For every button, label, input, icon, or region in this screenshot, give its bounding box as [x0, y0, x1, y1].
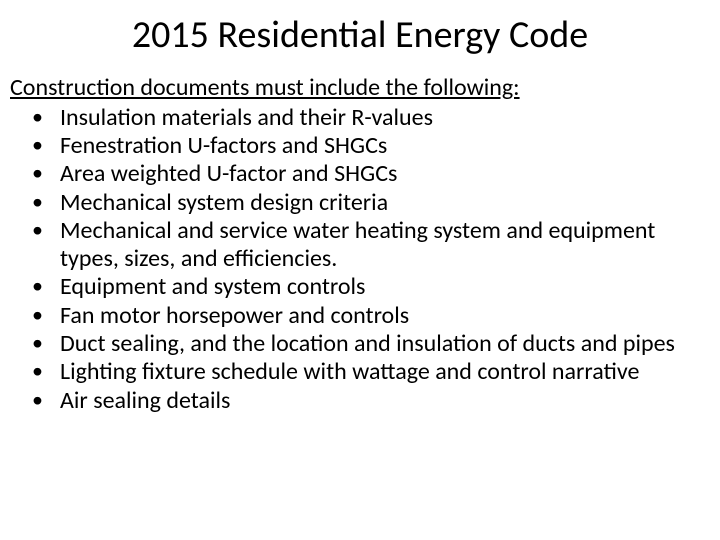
page-title: 2015 Residential Energy Code [10, 12, 710, 58]
list-item: Mechanical system design criteria [32, 189, 710, 217]
list-item: Insulation materials and their R-values [32, 104, 710, 132]
list-item: Duct sealing, and the location and insul… [32, 330, 710, 358]
list-item: Equipment and system controls [32, 273, 710, 301]
list-item: Fenestration U-factors and SHGCs [32, 132, 710, 160]
bullet-list: Insulation materials and their R-values … [10, 104, 710, 415]
list-item: Air sealing details [32, 387, 710, 415]
list-item: Lighting fixture schedule with wattage a… [32, 358, 710, 386]
list-item: Area weighted U-factor and SHGCs [32, 160, 710, 188]
list-item: Fan motor horsepower and controls [32, 302, 710, 330]
list-item: Mechanical and service water heating sys… [32, 217, 710, 274]
intro-text: Construction documents must include the … [10, 74, 710, 102]
